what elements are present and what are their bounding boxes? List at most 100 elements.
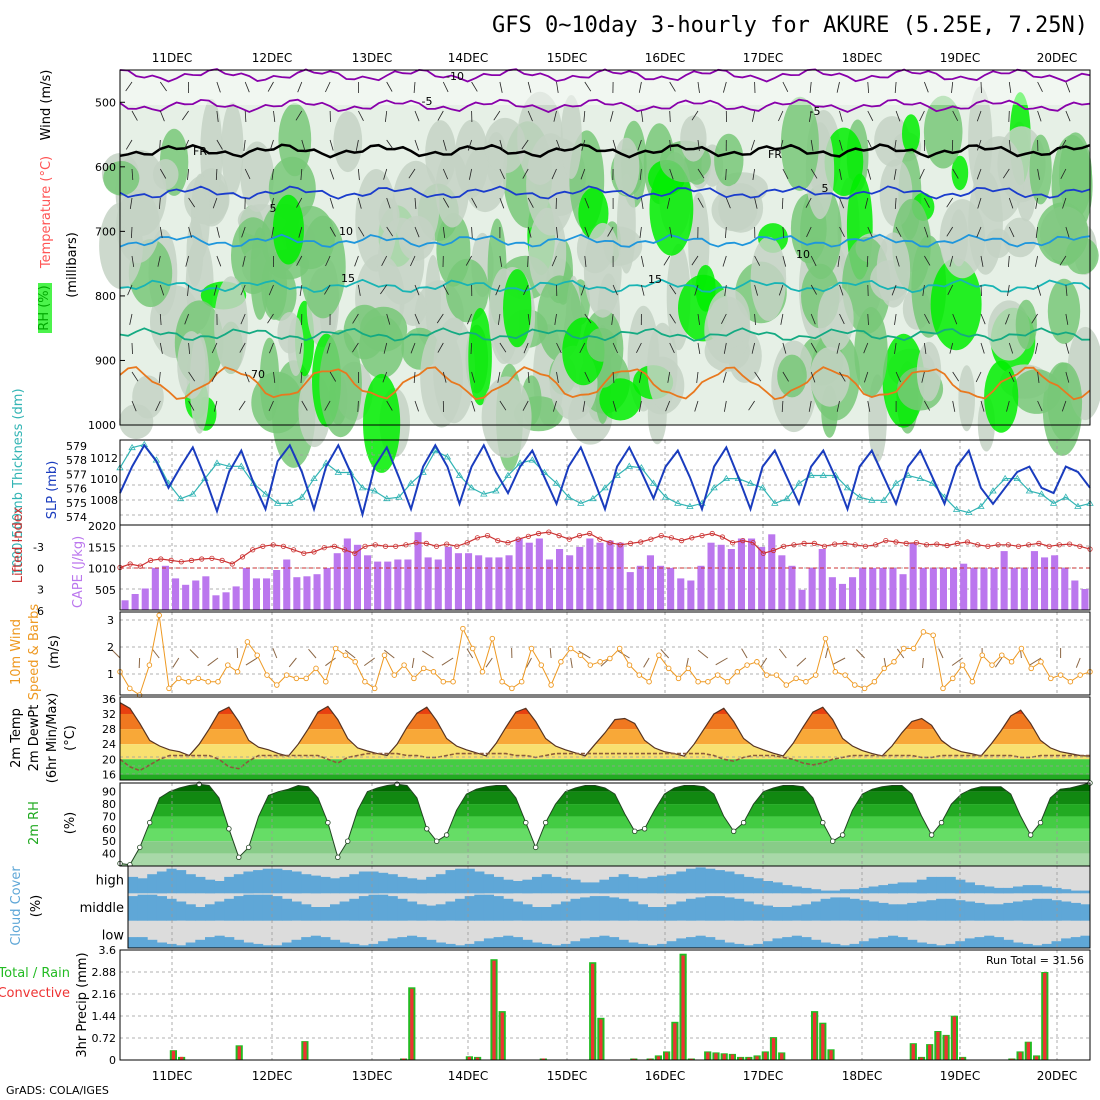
wind-speed-point bbox=[812, 672, 819, 678]
cape-bar bbox=[818, 549, 826, 610]
wind-barb-10m bbox=[715, 657, 728, 666]
cloud-cell-low bbox=[185, 942, 196, 948]
wind-barb bbox=[240, 313, 246, 325]
cloud-cell-middle bbox=[801, 904, 812, 921]
lifted-index-line bbox=[119, 531, 1091, 569]
wind-barb bbox=[386, 139, 394, 150]
wind-barb-10m bbox=[1029, 657, 1042, 666]
wind-speed-point bbox=[861, 685, 868, 692]
rh-shade bbox=[680, 115, 707, 162]
isotherm--5 bbox=[119, 98, 1091, 113]
cloud-cell-high bbox=[330, 878, 341, 894]
cape-bar bbox=[273, 570, 281, 610]
rh-shade bbox=[435, 151, 470, 228]
precip-tick: 2.16 bbox=[92, 988, 117, 1001]
cloud-cell-middle bbox=[984, 904, 995, 921]
wind-barb bbox=[553, 400, 557, 412]
wind-barb bbox=[641, 110, 644, 122]
temp-frame bbox=[119, 696, 1091, 781]
li-point bbox=[975, 542, 981, 548]
li-point bbox=[781, 543, 787, 549]
thickness-point bbox=[334, 468, 343, 475]
isotherm-20 bbox=[119, 327, 1091, 342]
wind-barb bbox=[269, 342, 274, 354]
wind-speed-point bbox=[127, 685, 133, 692]
date-label-top: 12DEC bbox=[252, 51, 292, 65]
cloud-cell-high bbox=[686, 868, 697, 894]
wind-barb-10m bbox=[245, 657, 258, 666]
cloud-cell-middle bbox=[522, 904, 533, 921]
wind-barb bbox=[298, 226, 303, 238]
cloud-cell-middle bbox=[493, 896, 504, 921]
wind-speed-point bbox=[1038, 659, 1044, 665]
contour-label: 15 bbox=[341, 272, 355, 285]
cloud-cell-middle bbox=[1041, 898, 1052, 921]
rh-band bbox=[120, 853, 1090, 866]
precip-conv-bar bbox=[780, 1053, 784, 1060]
ylabel-cape: CAPE (J/kg) bbox=[71, 536, 86, 608]
precip-conv-bar bbox=[673, 1023, 677, 1060]
ylabel-wind: Wind (m/s) bbox=[39, 70, 54, 141]
wind-speed-point bbox=[881, 665, 887, 672]
cloud-cell-high bbox=[503, 879, 514, 894]
cloud-cell-low bbox=[878, 937, 889, 948]
wind-speed-point bbox=[166, 685, 172, 692]
wind-barb-10m bbox=[207, 657, 219, 667]
cloud-cell-low bbox=[166, 943, 177, 948]
cloud-cell-high bbox=[1022, 885, 1033, 894]
cloud-cell-high bbox=[233, 874, 244, 894]
wind-barb bbox=[159, 81, 167, 92]
li-point bbox=[239, 554, 246, 560]
wind-barb bbox=[781, 197, 784, 210]
wind-barb bbox=[724, 400, 727, 412]
ylabel-lifted-index: Lifted Index bbox=[11, 506, 26, 583]
wind-barb bbox=[976, 110, 982, 122]
wind-barb bbox=[946, 226, 954, 237]
wind-speed-point bbox=[724, 678, 731, 685]
cloud-layer-label: low bbox=[102, 928, 125, 943]
li-point bbox=[148, 557, 154, 564]
rh-point bbox=[146, 819, 153, 826]
cloud-cell-high bbox=[455, 868, 466, 894]
thickness-point bbox=[661, 493, 670, 500]
cloud-cell-high bbox=[820, 890, 831, 894]
rh-shade bbox=[517, 91, 563, 185]
cloud-cell-low bbox=[493, 937, 504, 948]
cloud-cell-middle bbox=[128, 896, 139, 921]
wind-barb bbox=[751, 342, 755, 354]
wind-speed-point bbox=[283, 672, 290, 678]
wind-barb bbox=[582, 400, 586, 412]
wind-barb bbox=[839, 371, 846, 382]
wind-barb bbox=[527, 226, 532, 238]
cloud-cell-low bbox=[224, 937, 235, 948]
wind-barb bbox=[782, 168, 789, 179]
cloud-cell-middle bbox=[936, 898, 947, 921]
cloud-cell-low bbox=[734, 943, 745, 948]
legend-total-rain: Total / Rain bbox=[0, 966, 70, 981]
ylabel-wind-1: 10m Wind bbox=[9, 619, 24, 685]
wind-barb bbox=[527, 81, 532, 93]
cape-bar bbox=[323, 567, 331, 610]
rh-shade bbox=[876, 232, 911, 308]
wind-barb bbox=[215, 168, 218, 181]
wind-barb bbox=[471, 226, 473, 239]
cloud-cell-low bbox=[272, 945, 283, 948]
cloud-cell-middle bbox=[1061, 901, 1072, 921]
ylabel-temp-3: (6hr Min/Max) bbox=[45, 693, 60, 783]
wind-speed-point bbox=[479, 669, 486, 675]
wind-barb bbox=[924, 81, 929, 93]
wind-barb bbox=[952, 313, 958, 325]
wind-barb-10m bbox=[1075, 657, 1081, 668]
cloud-cell-middle bbox=[233, 896, 244, 921]
date-label-top: 15DEC bbox=[547, 51, 587, 65]
cloud-cell-low bbox=[310, 935, 321, 948]
cape-bar bbox=[1000, 551, 1008, 610]
cape-bar bbox=[1071, 580, 1079, 610]
wind-barb bbox=[1065, 313, 1069, 325]
wind-barb bbox=[976, 168, 982, 180]
li-point bbox=[648, 536, 654, 542]
wind-barb bbox=[471, 81, 478, 92]
wind-barb bbox=[691, 110, 699, 121]
cloud-cell-high bbox=[888, 883, 899, 894]
